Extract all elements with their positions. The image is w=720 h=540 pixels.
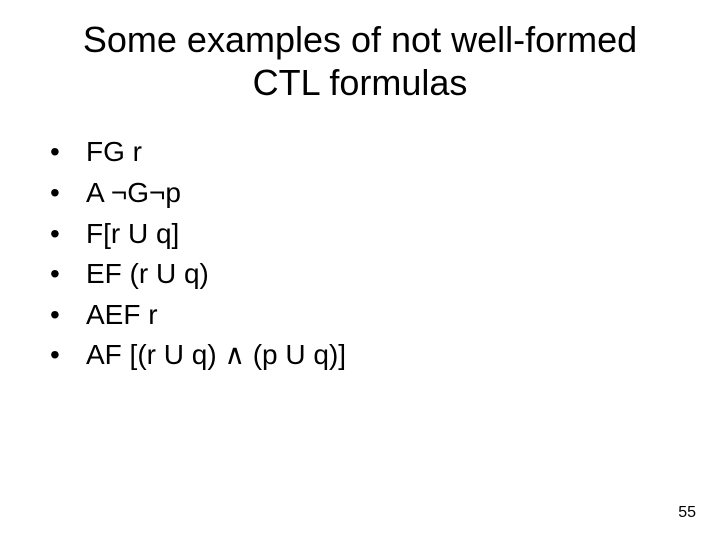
list-item: • F[r U q]	[50, 214, 680, 255]
list-item: • EF (r U q)	[50, 254, 680, 295]
list-item: • AEF r	[50, 295, 680, 336]
formula-text: AEF r	[86, 295, 158, 336]
list-item: • FG r	[50, 132, 680, 173]
slide: Some examples of not well-formed CTL for…	[0, 0, 720, 540]
formula-text: F[r U q]	[86, 214, 179, 255]
list-item: • AF [(r U q) ∧ (p U q)]	[50, 335, 680, 376]
formula-text: EF (r U q)	[86, 254, 209, 295]
slide-body: • FG r • A ¬G¬p • F[r U q] • EF (r U q) …	[0, 104, 720, 376]
title-line-2: CTL formulas	[253, 62, 468, 103]
bullet-icon: •	[50, 295, 86, 336]
bullet-icon: •	[50, 214, 86, 255]
bullet-icon: •	[50, 254, 86, 295]
slide-title: Some examples of not well-formed CTL for…	[0, 0, 720, 104]
formula-text: AF [(r U q) ∧ (p U q)]	[86, 335, 346, 376]
formula-text: FG r	[86, 132, 142, 173]
bullet-icon: •	[50, 173, 86, 214]
list-item: • A ¬G¬p	[50, 173, 680, 214]
bullet-icon: •	[50, 335, 86, 376]
formula-text: A ¬G¬p	[86, 173, 181, 214]
title-line-1: Some examples of not well-formed	[83, 19, 637, 60]
page-number: 55	[678, 504, 696, 522]
bullet-icon: •	[50, 132, 86, 173]
